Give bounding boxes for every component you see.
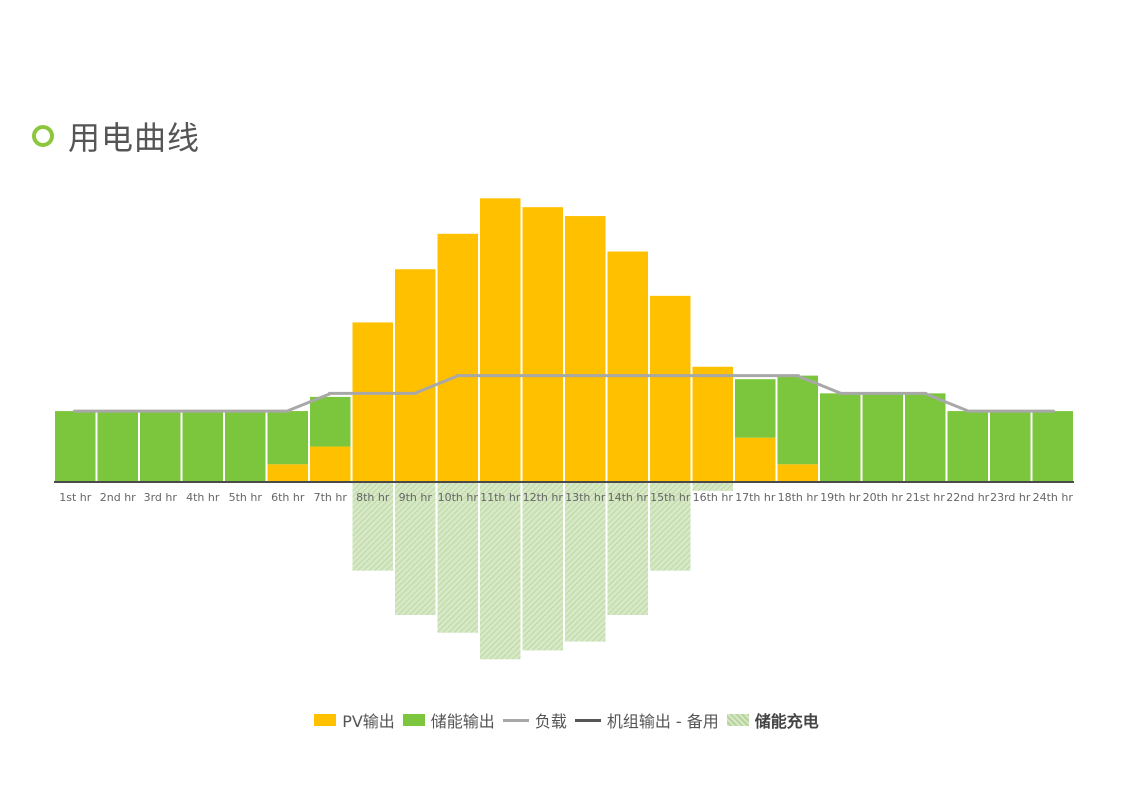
x-tick-label: 3rd hr — [144, 491, 178, 504]
storage-output-bar — [97, 411, 138, 482]
pv-output-bar — [480, 198, 521, 482]
legend-item-load: 负载 — [502, 708, 567, 732]
pv-output-bar — [777, 464, 818, 482]
x-tick-label: 8th hr — [356, 491, 390, 504]
legend-label: PV输出 — [342, 712, 395, 731]
storage-charge-bar — [437, 482, 478, 633]
pv-output-bar — [522, 207, 563, 482]
x-tick-label: 9th hr — [399, 491, 433, 504]
x-tick-label: 2nd hr — [100, 491, 136, 504]
storage-charge-bar — [352, 482, 393, 571]
x-tick-label: 19th hr — [820, 491, 861, 504]
legend-item-storage-out: 储能输出 — [402, 708, 495, 732]
legend-swatch — [502, 718, 529, 722]
x-tick-label: 21st hr — [906, 491, 946, 504]
storage-output-bar — [990, 411, 1031, 482]
storage-output-bar — [140, 411, 181, 482]
storage-output-bar — [182, 411, 223, 482]
x-tick-label: 1st hr — [59, 491, 92, 504]
page-title: 用电曲线 — [68, 119, 201, 157]
legend-item-pv: PV输出 — [314, 708, 395, 732]
x-tick-label: 7th hr — [314, 491, 348, 504]
legend-item-storage-charge: 储能充电 — [726, 708, 819, 732]
pv-output-bar — [565, 216, 606, 482]
storage-output-bar — [820, 393, 861, 482]
x-tick-label: 23rd hr — [990, 491, 1031, 504]
pv-output-bar — [650, 295, 691, 482]
pv-output-bar — [310, 446, 351, 482]
legend-label: 负载 — [534, 712, 567, 731]
storage-output-bar — [947, 411, 988, 482]
pv-output-bar — [267, 464, 308, 482]
circle-bullet-icon — [32, 125, 54, 147]
storage-charge-bar — [522, 482, 563, 651]
legend-swatch — [574, 718, 601, 722]
storage-charge-bar — [395, 482, 436, 615]
x-tick-label: 17th hr — [735, 491, 776, 504]
storage-output-bar — [1032, 411, 1073, 482]
storage-output-bar — [735, 379, 776, 438]
storage-output-bar — [905, 393, 946, 482]
x-tick-label: 20th hr — [863, 491, 904, 504]
legend-swatch — [726, 714, 749, 726]
legend-swatch — [402, 714, 425, 726]
x-tick-label: 11th hr — [480, 491, 521, 504]
storage-charge-bar — [480, 482, 521, 660]
chart-title-block: 用电曲线 — [32, 116, 201, 157]
x-tick-label: 18th hr — [778, 491, 819, 504]
legend-label: 储能充电 — [754, 712, 819, 731]
chart-legend: PV输出 储能输出 负载 机组输出 - 备用 储能充电 — [0, 708, 1133, 732]
x-tick-label: 22nd hr — [946, 491, 989, 504]
pv-output-bar — [692, 366, 733, 482]
x-tick-label: 13th hr — [565, 491, 606, 504]
x-tick-label: 10th hr — [438, 491, 479, 504]
storage-charge-bar — [565, 482, 606, 642]
pv-output-bar — [735, 437, 776, 482]
storage-output-bar — [267, 411, 308, 465]
storage-output-bar — [55, 411, 96, 482]
pv-output-bar — [437, 233, 478, 482]
x-tick-label: 24th hr — [1033, 491, 1074, 504]
x-tick-label: 16th hr — [693, 491, 734, 504]
storage-output-bar — [862, 393, 903, 482]
x-tick-label: 12th hr — [523, 491, 564, 504]
x-tick-label: 4th hr — [186, 491, 220, 504]
pv-output-bar — [607, 251, 648, 482]
legend-label: 储能输出 — [430, 712, 495, 731]
storage-output-bar — [310, 396, 351, 447]
storage-output-bar — [777, 375, 818, 465]
x-tick-label: 5th hr — [229, 491, 263, 504]
legend-label: 机组输出 - 备用 — [606, 712, 719, 731]
storage-charge-bar — [607, 482, 648, 615]
storage-charge-bar — [692, 482, 733, 491]
legend-swatch — [314, 714, 337, 726]
storage-charge-bar — [650, 482, 691, 571]
pv-output-bar — [395, 269, 436, 482]
x-tick-label: 15th hr — [650, 491, 691, 504]
pv-output-bar — [352, 322, 393, 482]
x-tick-label: 6th hr — [271, 491, 305, 504]
x-tick-label: 14th hr — [608, 491, 649, 504]
storage-output-bar — [225, 411, 266, 482]
legend-item-genset: 机组输出 - 备用 — [574, 708, 719, 732]
load-line — [73, 374, 1055, 413]
